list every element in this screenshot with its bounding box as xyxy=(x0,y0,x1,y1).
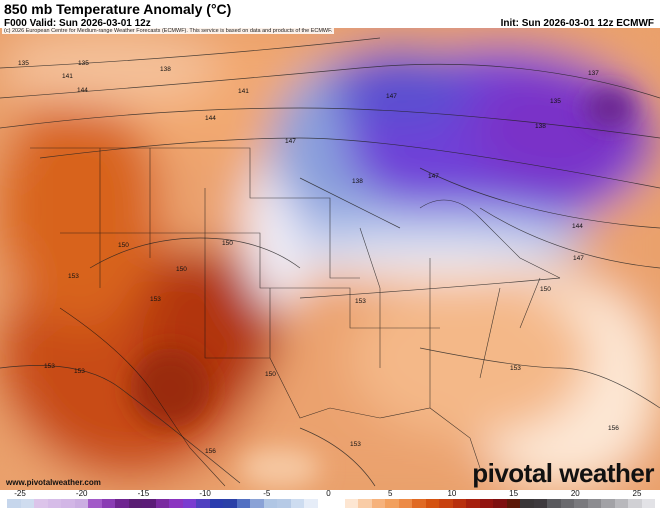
colorbar-swatch xyxy=(196,499,210,508)
colorbar-tick-label: 20 xyxy=(570,489,580,498)
colorbar-tick-label: 25 xyxy=(632,489,642,498)
colorbar-tick-label: -15 xyxy=(137,489,150,498)
colorbar-swatch xyxy=(142,499,156,508)
colorbar-swatch xyxy=(304,499,318,508)
colorbar-swatch xyxy=(493,499,507,508)
contour-label: 135 xyxy=(18,60,29,67)
colorbar-tick-label: -25 xyxy=(14,489,26,498)
contour-label: 150 xyxy=(540,286,551,293)
colorbar-tick-label: 10 xyxy=(447,489,457,498)
colorbar-swatch xyxy=(425,499,439,508)
colorbar-tick-label: -20 xyxy=(75,489,88,498)
colorbar-swatch xyxy=(439,499,453,508)
colorbar-swatch xyxy=(412,499,426,508)
contour-label: 153 xyxy=(510,365,521,372)
colorbar-swatch xyxy=(560,499,574,508)
colorbar-swatch xyxy=(290,499,304,508)
colorbar-tick-label: 0 xyxy=(326,489,331,498)
colorbar-swatch xyxy=(263,499,277,508)
colorbar-swatch xyxy=(520,499,534,508)
contour-label: 153 xyxy=(350,441,361,448)
colorbar-swatch xyxy=(250,499,264,508)
contour-label: 141 xyxy=(238,88,249,95)
colorbar-swatch xyxy=(547,499,561,508)
contour-label: 147 xyxy=(573,255,584,262)
contour-label: 138 xyxy=(535,123,546,130)
contour-label: 135 xyxy=(550,98,561,105)
contour-label: 138 xyxy=(160,66,171,73)
site-url: www.pivotalweather.com xyxy=(6,478,101,487)
contour-label: 141 xyxy=(62,73,73,80)
contour-label: 147 xyxy=(285,138,296,145)
colorbar-swatch xyxy=(398,499,412,508)
contour-label: 153 xyxy=(68,273,79,280)
contour-label: 144 xyxy=(205,115,216,122)
colorbar-swatch xyxy=(317,499,331,508)
contour-label: 153 xyxy=(44,363,55,370)
colorbar-swatch xyxy=(128,499,142,508)
contour-label: 150 xyxy=(118,242,129,249)
colorbar-swatch xyxy=(20,499,34,508)
colorbar-swatch xyxy=(209,499,223,508)
copyright-notice: (c) 2026 European Centre for Medium-rang… xyxy=(2,28,335,34)
temperature-anomaly-map[interactable]: (c) 2026 European Centre for Medium-rang… xyxy=(0,28,660,490)
colorbar-swatch xyxy=(385,499,399,508)
colorbar-swatch xyxy=(331,499,345,508)
colorbar xyxy=(7,499,655,508)
colorbar-swatch xyxy=(479,499,493,508)
contour-label: 156 xyxy=(608,425,619,432)
colorbar-swatch xyxy=(466,499,480,508)
contour-label: 144 xyxy=(572,223,583,230)
colorbar-swatch xyxy=(344,499,358,508)
contour-label: 138 xyxy=(352,178,363,185)
colorbar-swatch xyxy=(155,499,169,508)
colorbar-swatch xyxy=(574,499,588,508)
contour-label: 135 xyxy=(78,60,89,67)
contour-label: 150 xyxy=(265,371,276,378)
colorbar-swatch xyxy=(614,499,628,508)
init-time: Init: Sun 2026-03-01 12z ECMWF xyxy=(500,18,654,29)
contour-label: 137 xyxy=(588,70,599,77)
colorbar-swatch xyxy=(277,499,291,508)
colorbar-swatch xyxy=(115,499,129,508)
colorbar-swatch xyxy=(223,499,237,508)
colorbar-swatch xyxy=(358,499,372,508)
colorbar-swatch xyxy=(506,499,520,508)
colorbar-swatch xyxy=(236,499,250,508)
colorbar-swatch xyxy=(101,499,115,508)
colorbar-swatch xyxy=(587,499,601,508)
contour-label: 150 xyxy=(176,266,187,273)
colorbar-tick-label: 5 xyxy=(387,489,393,498)
colorbar-swatch xyxy=(452,499,466,508)
map-title: 850 mb Temperature Anomaly (°C) xyxy=(4,1,232,17)
colorbar-swatch xyxy=(169,499,183,508)
colorbar-swatch xyxy=(628,499,642,508)
colorbar-swatch xyxy=(601,499,615,508)
colorbar-swatch xyxy=(7,499,21,508)
colorbar-swatch xyxy=(641,499,655,508)
contour-label: 147 xyxy=(386,93,397,100)
colorbar-swatch xyxy=(371,499,385,508)
colorbar-swatch xyxy=(182,499,196,508)
colorbar-swatch xyxy=(533,499,547,508)
colorbar-swatch xyxy=(61,499,75,508)
colorbar-tick-label: 15 xyxy=(509,489,519,498)
contour-label: 144 xyxy=(77,87,88,94)
contour-label: 153 xyxy=(355,298,366,305)
brand-logo: pivotal weather xyxy=(472,458,654,488)
contour-label: 147 xyxy=(428,173,439,180)
anomaly-field xyxy=(0,28,660,490)
colorbar-swatch xyxy=(88,499,102,508)
colorbar-swatch xyxy=(47,499,61,508)
colorbar-tick-label: -5 xyxy=(263,489,271,498)
colorbar-swatch xyxy=(34,499,48,508)
contour-label: 150 xyxy=(222,240,233,247)
colorbar-tick-label: -10 xyxy=(199,489,211,498)
contour-label: 153 xyxy=(74,368,85,375)
contour-label: 153 xyxy=(150,296,161,303)
colorbar-swatch xyxy=(74,499,88,508)
valid-time: F000 Valid: Sun 2026-03-01 12z xyxy=(4,18,151,29)
contour-label: 156 xyxy=(205,448,216,455)
